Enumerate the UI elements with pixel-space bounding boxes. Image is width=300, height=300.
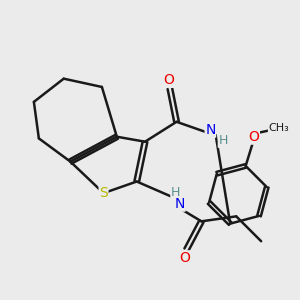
Text: N: N [175, 197, 185, 211]
Text: O: O [163, 73, 174, 87]
Text: N: N [205, 123, 216, 137]
Text: H: H [171, 186, 180, 199]
Text: O: O [248, 130, 260, 144]
Text: O: O [179, 251, 190, 265]
Text: S: S [99, 186, 108, 200]
Text: H: H [218, 134, 228, 147]
Text: CH₃: CH₃ [268, 123, 289, 133]
